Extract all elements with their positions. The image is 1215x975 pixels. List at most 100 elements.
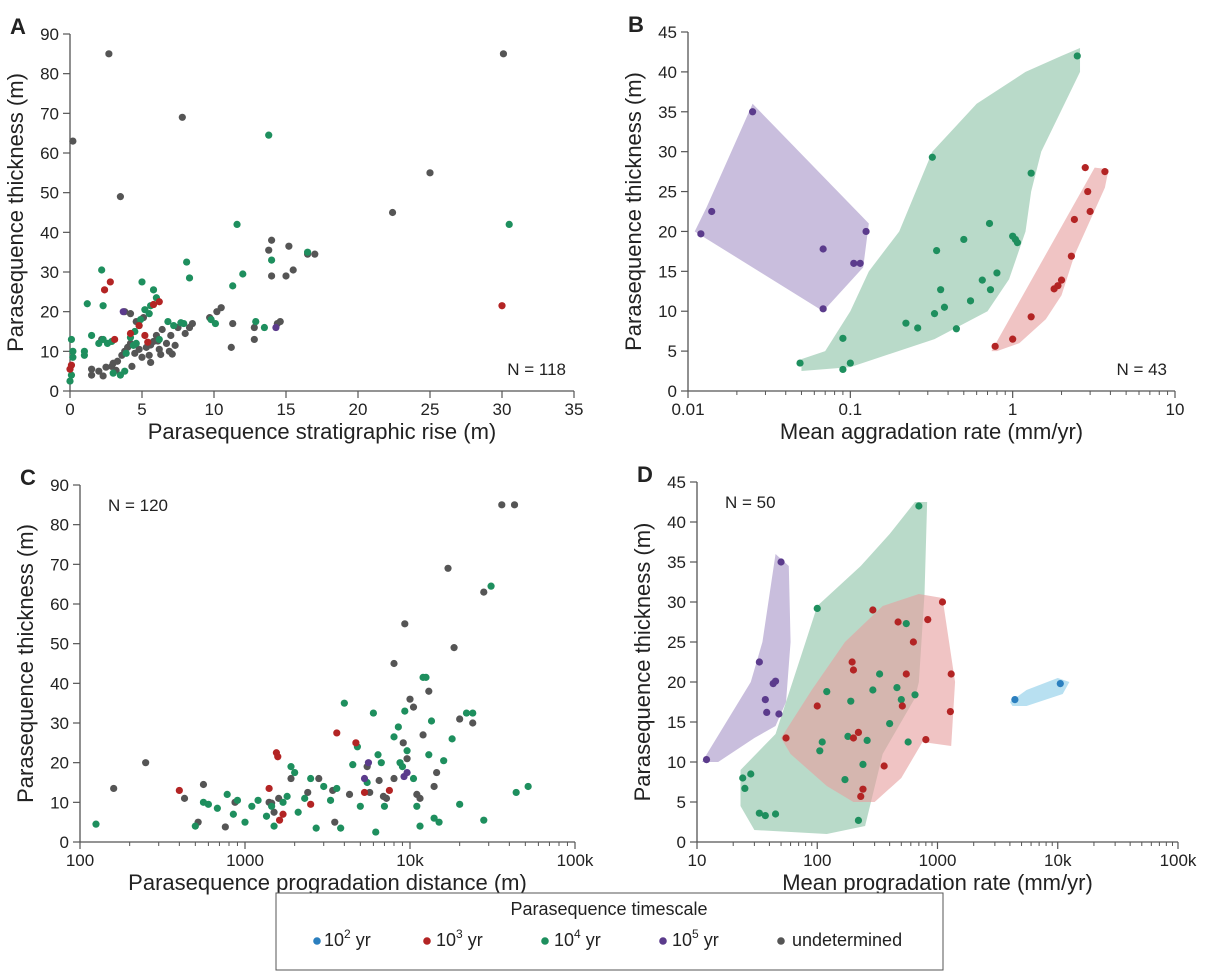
data-point-yr5 xyxy=(819,245,827,253)
data-point-yr4 xyxy=(462,709,471,717)
y-tick-label: 40 xyxy=(50,674,69,693)
data-point-yr4 xyxy=(928,153,936,161)
data-point-yr4 xyxy=(270,822,278,830)
data-point-yr4 xyxy=(233,220,241,228)
data-point-yr3 xyxy=(909,638,917,646)
data-point-yr3 xyxy=(1070,215,1078,224)
data-point-undetermined xyxy=(331,818,339,826)
y-tick-label: 60 xyxy=(50,595,69,614)
data-point-yr3 xyxy=(126,329,135,338)
data-point-undetermined xyxy=(345,790,354,799)
data-point-undetermined xyxy=(366,788,374,797)
data-point-undetermined xyxy=(433,768,441,777)
data-point-yr4 xyxy=(761,812,769,820)
data-point-yr4 xyxy=(67,335,76,344)
data-point-undetermined xyxy=(168,350,176,358)
data-point-yr5 xyxy=(708,207,716,216)
data-point-undetermined xyxy=(178,113,186,121)
data-point-yr4 xyxy=(191,822,199,830)
data-point-yr4 xyxy=(83,300,91,308)
data-point-undetermined xyxy=(379,792,388,800)
data-point-yr4 xyxy=(847,697,855,705)
data-point-undetermined xyxy=(285,242,293,250)
data-point-undetermined xyxy=(185,323,194,332)
data-point-undetermined xyxy=(268,236,276,244)
series-yr3 xyxy=(782,598,955,801)
data-point-undetermined xyxy=(113,357,122,365)
y-tick-label: 45 xyxy=(658,23,677,42)
data-point-yr4 xyxy=(268,256,276,264)
data-point-undetermined xyxy=(469,719,477,727)
panel-letter: C xyxy=(20,465,36,490)
data-point-yr5 xyxy=(763,708,771,717)
y-tick-label: 35 xyxy=(667,553,686,572)
data-point-yr4 xyxy=(183,258,191,266)
y-tick-label: 10 xyxy=(667,753,686,772)
x-tick-label: 10 xyxy=(205,400,224,419)
y-tick-label: 0 xyxy=(50,382,59,401)
data-point-yr4 xyxy=(448,735,456,743)
data-point-yr3 xyxy=(894,618,902,626)
data-point-undetermined xyxy=(265,246,273,254)
data-point-yr4 xyxy=(480,816,488,824)
data-point-yr3 xyxy=(175,786,183,795)
y-tick-label: 45 xyxy=(667,473,686,492)
data-point-yr5 xyxy=(856,259,864,267)
data-point-undetermined xyxy=(390,774,398,783)
data-point-yr4 xyxy=(260,323,268,332)
hull-yr5 xyxy=(694,103,869,312)
legend-marker-yr3 xyxy=(423,937,431,945)
data-point-yr4 xyxy=(287,763,295,771)
data-point-yr3 xyxy=(848,658,856,666)
data-point-yr4 xyxy=(337,824,345,832)
data-point-yr3 xyxy=(67,361,76,369)
series-yr3 xyxy=(991,164,1109,350)
data-point-yr4 xyxy=(254,796,262,804)
data-point-yr5 xyxy=(702,756,711,764)
y-tick-label: 5 xyxy=(677,793,686,812)
y-axis-label: Parasequence thickness (m) xyxy=(3,73,28,352)
data-point-yr5 xyxy=(364,759,373,767)
data-point-yr3 xyxy=(360,788,369,797)
data-point-yr4 xyxy=(69,353,77,361)
data-point-yr3 xyxy=(898,702,906,710)
data-point-undetermined xyxy=(406,695,414,703)
data-point-yr4 xyxy=(960,235,968,244)
data-point-yr4 xyxy=(265,131,273,139)
data-point-yr4 xyxy=(456,800,464,808)
data-point-yr5 xyxy=(748,108,757,116)
data-point-yr3 xyxy=(1057,276,1066,284)
data-point-yr3 xyxy=(859,785,867,793)
y-tick-label: 15 xyxy=(658,262,677,281)
data-point-yr3 xyxy=(279,810,287,818)
series-yr5 xyxy=(702,558,785,764)
data-point-yr4 xyxy=(229,282,237,290)
y-tick-label: 10 xyxy=(40,342,59,361)
x-tick-label: 0.01 xyxy=(671,400,704,419)
data-point-yr4 xyxy=(425,751,433,759)
data-point-yr4 xyxy=(136,316,145,324)
data-point-yr4 xyxy=(401,707,409,715)
data-point-yr4 xyxy=(80,347,88,355)
legend-item-yr2: 102 yr xyxy=(313,927,371,950)
series-undetermined xyxy=(110,501,519,831)
data-point-yr5 xyxy=(775,710,783,718)
data-point-yr4 xyxy=(229,810,237,818)
data-point-yr3 xyxy=(307,800,315,808)
series-yr5 xyxy=(119,308,280,332)
data-point-yr3 xyxy=(385,786,393,795)
x-tick-label: 25 xyxy=(421,400,440,419)
data-point-yr4 xyxy=(239,270,247,278)
data-point-yr5 xyxy=(119,308,127,316)
x-tick-label: 100 xyxy=(66,851,94,870)
data-point-yr3 xyxy=(1081,164,1089,172)
data-point-yr4 xyxy=(241,818,249,826)
data-point-yr4 xyxy=(863,736,871,745)
data-point-undetermined xyxy=(416,794,424,802)
data-point-yr4 xyxy=(312,824,320,832)
x-axis-label: Mean aggradation rate (mm/yr) xyxy=(780,419,1083,444)
panels: 0 5 10 15 20 25 30 350102030405060708090Paraseq… xyxy=(3,12,1197,895)
data-point-yr3 xyxy=(1027,313,1035,321)
data-point-yr3 xyxy=(1101,168,1109,176)
panel-a: 0 5 10 15 20 25 30 35 0 10 20 30 40 50 60 70 80 90 Paraseq… xyxy=(3,14,583,444)
